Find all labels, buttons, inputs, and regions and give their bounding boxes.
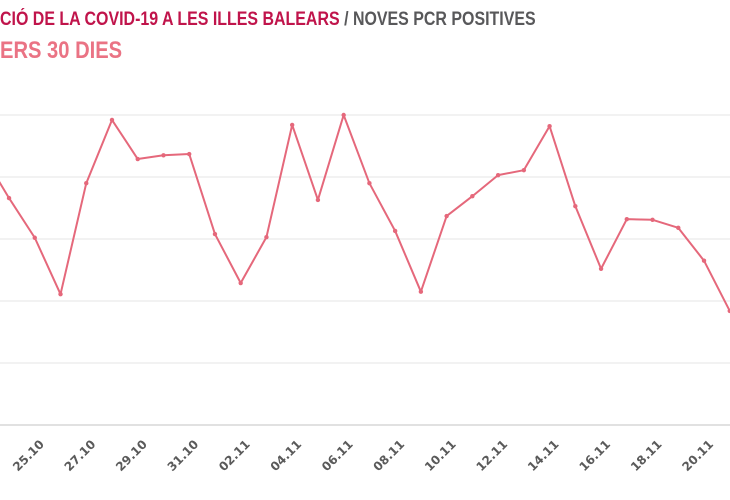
x-tick-label: 27.10 [62, 437, 99, 474]
data-point [289, 122, 295, 128]
data-point [418, 289, 424, 294]
data-point [624, 216, 629, 222]
data-point [367, 181, 372, 186]
data-point [444, 213, 449, 219]
x-tick-label: 29.10 [113, 437, 150, 474]
x-tick-label: 14.11 [525, 437, 562, 474]
data-point [264, 234, 269, 240]
x-tick-label: 08.11 [371, 437, 408, 474]
data-point [495, 172, 501, 178]
data-point [212, 231, 218, 237]
data-point [598, 266, 604, 271]
chart-title: CIÓ DE LA COVID-19 A LES ILLES BALEARS /… [0, 9, 536, 31]
data-point [650, 217, 655, 222]
title-separator: / [339, 9, 353, 30]
data-point [187, 151, 192, 157]
data-point [6, 195, 12, 201]
title-main: CIÓ DE LA COVID-19 A LES ILLES BALEARS [0, 9, 340, 30]
data-point [135, 156, 140, 162]
data-point [58, 291, 63, 297]
data-point [470, 194, 475, 199]
data-point [727, 308, 730, 314]
data-point [521, 167, 527, 173]
data-point [238, 280, 243, 286]
x-tick-label: 31.10 [165, 437, 202, 474]
title-metric: NOVES PCR POSITIVES [352, 9, 536, 30]
x-tick-label: 10.11 [422, 437, 459, 474]
data-point [109, 117, 115, 123]
data-point [32, 235, 37, 240]
data-point [573, 203, 578, 209]
x-tick-label: 04.11 [268, 437, 305, 474]
x-tick-label: 18.11 [628, 437, 665, 474]
data-point [547, 123, 552, 129]
x-tick-label: 25.10 [10, 437, 47, 474]
data-point [84, 181, 89, 186]
data-point [161, 153, 166, 158]
data-point [676, 225, 681, 231]
series-line [0, 114, 730, 312]
x-tick-label: 20.11 [679, 437, 716, 474]
data-point [341, 112, 346, 118]
x-tick-label: 06.11 [319, 437, 356, 474]
chart-subtitle: ERS 30 DIES [0, 37, 123, 64]
x-tick-label: 16.11 [576, 437, 613, 474]
data-point [315, 197, 321, 203]
x-tick-label: 12.11 [473, 437, 510, 474]
data-point [701, 258, 707, 263]
data-point [392, 228, 398, 234]
x-tick-label: 02.11 [216, 437, 253, 474]
